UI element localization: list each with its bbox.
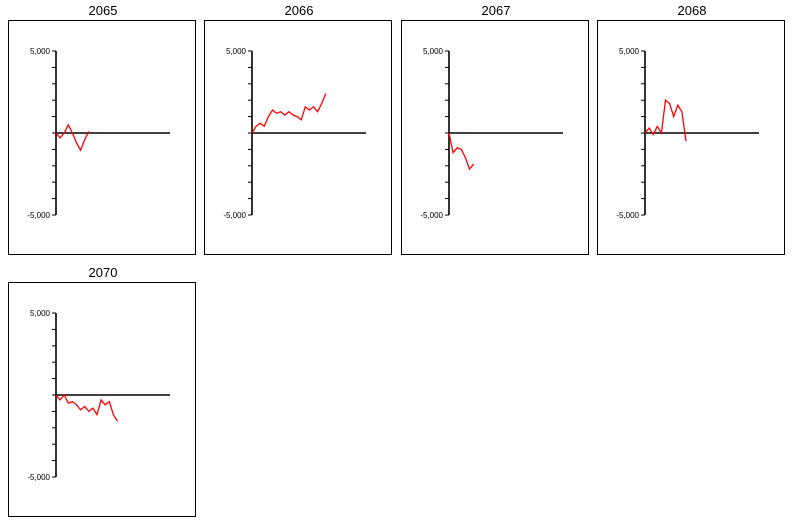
chart-title: 2070 xyxy=(88,265,118,280)
chart-panel-2068: 2068 5,000 -5,000 xyxy=(597,3,787,255)
series-line xyxy=(644,98,687,142)
y-tick-label: 5,000 xyxy=(423,47,444,56)
y-tick-label: 5,000 xyxy=(30,309,51,318)
chart-panel-2066: 2066 5,000 -5,000 xyxy=(204,3,394,255)
series-line xyxy=(251,93,327,134)
plot-area: 5,000 -5,000 xyxy=(223,47,366,220)
plot-area: 5,000 -5,000 xyxy=(27,47,170,220)
plot-frame: 5,000 -5,000 xyxy=(401,20,589,255)
y-tick-label: 5,000 xyxy=(226,47,247,56)
plot-area: 5,000 -5,000 xyxy=(27,309,170,482)
chart-panel-2065: 2065 5,000 -5,000 xyxy=(8,3,198,255)
y-tick-label: -5,000 xyxy=(420,211,443,220)
plot-frame: 5,000 -5,000 xyxy=(8,20,196,255)
y-tick-label: 5,000 xyxy=(30,47,51,56)
plot-frame: 5,000 -5,000 xyxy=(8,282,196,517)
plot-frame: 5,000 -5,000 xyxy=(597,20,785,255)
chart-title: 2066 xyxy=(284,3,314,18)
y-tick-label: -5,000 xyxy=(27,211,50,220)
chart-title: 2065 xyxy=(88,3,118,18)
y-tick-label: -5,000 xyxy=(616,211,639,220)
chart-panel-2070: 2070 5,000 -5,000 xyxy=(8,265,198,517)
plot-area: 5,000 -5,000 xyxy=(616,47,759,220)
y-tick-label: 5,000 xyxy=(619,47,640,56)
plot-area: 5,000 -5,000 xyxy=(420,47,563,220)
plot-frame: 5,000 -5,000 xyxy=(204,20,392,255)
chart-panel-2067: 2067 5,000 -5,000 xyxy=(401,3,591,255)
y-tick-label: -5,000 xyxy=(27,473,50,482)
series-line xyxy=(55,393,119,422)
series-line xyxy=(55,123,90,152)
chart-title: 2067 xyxy=(481,3,511,18)
series-line xyxy=(448,132,475,171)
chart-title: 2068 xyxy=(677,3,707,18)
y-tick-label: -5,000 xyxy=(223,211,246,220)
